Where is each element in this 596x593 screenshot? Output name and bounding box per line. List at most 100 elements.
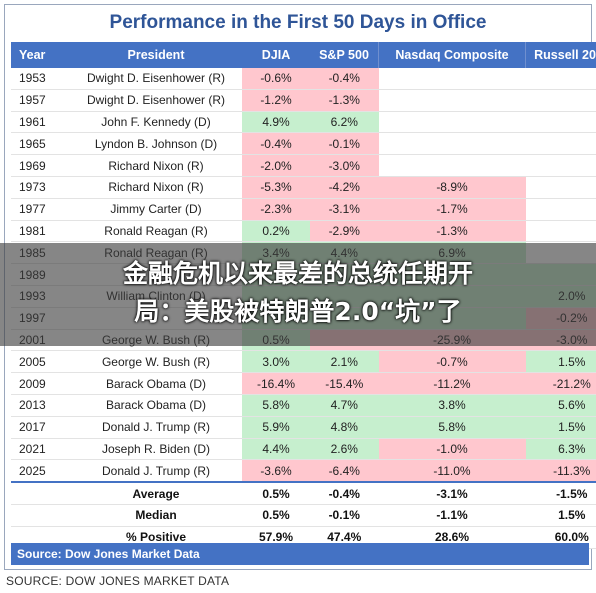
table-row: 1965 Lyndon B. Johnson (D) -0.4% -0.1% <box>11 132 596 156</box>
summary-row: % Positive 57.9% 47.4% 28.6% 60.0% <box>11 526 596 549</box>
cell-president: John F. Kennedy (D) <box>70 111 242 134</box>
cell-nasdaq: -1.7% <box>378 198 526 221</box>
cell-russell <box>525 111 596 134</box>
cell-year: 2013 <box>11 394 70 417</box>
summary-sp500: 47.4% <box>310 526 379 549</box>
cell-russell: 6.3% <box>525 438 596 461</box>
cell-year: 1953 <box>11 68 70 90</box>
cell-president: Ronald Reagan (R) <box>70 220 242 243</box>
header-nasdaq: Nasdaq Composite <box>378 42 526 68</box>
summary-spacer <box>11 526 70 549</box>
cell-djia: -0.6% <box>242 68 310 90</box>
cell-president: Jimmy Carter (D) <box>70 198 242 221</box>
cell-djia: -5.3% <box>242 176 310 199</box>
cell-president: Lyndon B. Johnson (D) <box>70 132 242 156</box>
cell-president: Barack Obama (D) <box>70 394 242 417</box>
summary-sp500: -0.1% <box>310 504 379 527</box>
source-caption: SOURCE: DOW JONES MARKET DATA <box>6 574 230 588</box>
cell-president: George W. Bush (R) <box>70 350 242 374</box>
cell-russell <box>525 68 596 90</box>
cell-nasdaq <box>378 89 526 112</box>
cell-year: 2025 <box>11 459 70 483</box>
cell-year: 1961 <box>11 111 70 134</box>
cell-russell <box>525 89 596 112</box>
cell-sp500: -15.4% <box>310 372 379 395</box>
cell-russell <box>525 176 596 199</box>
cell-president: Richard Nixon (R) <box>70 176 242 199</box>
cell-president: Barack Obama (D) <box>70 372 242 395</box>
cell-nasdaq: -11.2% <box>378 372 526 395</box>
cell-russell: -11.3% <box>525 459 596 483</box>
headline-line-1: 金融危机以来最差的总统任期开 <box>122 259 473 288</box>
cell-russell <box>525 132 596 156</box>
cell-nasdaq <box>378 111 526 134</box>
summary-spacer <box>11 481 70 505</box>
summary-sp500: -0.4% <box>310 481 379 505</box>
cell-year: 1969 <box>11 154 70 177</box>
table-row: 1953 Dwight D. Eisenhower (R) -0.6% -0.4% <box>11 68 596 90</box>
cell-president: Donald J. Trump (R) <box>70 459 242 483</box>
cell-nasdaq: -1.0% <box>378 438 526 461</box>
cell-djia: 0.2% <box>242 220 310 243</box>
cell-president: Donald J. Trump (R) <box>70 416 242 439</box>
headline: 金融危机以来最差的总统任期开 局：美股被特朗普2.0“坑”了 <box>0 255 596 331</box>
summary-spacer <box>11 504 70 527</box>
cell-year: 1981 <box>11 220 70 243</box>
cell-djia: 3.0% <box>242 350 310 374</box>
cell-sp500: -2.9% <box>310 220 379 243</box>
cell-nasdaq: -11.0% <box>378 459 526 483</box>
cell-russell: 1.5% <box>525 350 596 374</box>
table-row: 2009 Barack Obama (D) -16.4% -15.4% -11.2% -2… <box>11 372 596 395</box>
header-russell: Russell 2000 <box>525 42 596 68</box>
cell-nasdaq: -8.9% <box>378 176 526 199</box>
summary-row: Average 0.5% -0.4% -3.1% -1.5% <box>11 481 596 505</box>
cell-djia: -2.0% <box>242 154 310 177</box>
table-row: 1977 Jimmy Carter (D) -2.3% -3.1% -1.7% <box>11 198 596 221</box>
summary-nasdaq: -3.1% <box>378 481 526 505</box>
table-row: 1973 Richard Nixon (R) -5.3% -4.2% -8.9% <box>11 176 596 199</box>
table-row: 1981 Ronald Reagan (R) 0.2% -2.9% -1.3% <box>11 220 596 243</box>
cell-year: 2017 <box>11 416 70 439</box>
table-row: 2025 Donald J. Trump (R) -3.6% -6.4% -11.0% -… <box>11 459 596 483</box>
table-row: 1969 Richard Nixon (R) -2.0% -3.0% <box>11 154 596 177</box>
cell-year: 1965 <box>11 132 70 156</box>
table-header-row: Year President DJIA S&P 500 Nasdaq Compo… <box>11 42 596 68</box>
header-sp500: S&P 500 <box>310 42 379 68</box>
summary-label: Median <box>70 504 242 527</box>
cell-sp500: -6.4% <box>310 459 379 483</box>
cell-president: Dwight D. Eisenhower (R) <box>70 89 242 112</box>
cell-djia: -0.4% <box>242 132 310 156</box>
cell-year: 1973 <box>11 176 70 199</box>
summary-row: Median 0.5% -0.1% -1.1% 1.5% <box>11 504 596 527</box>
table-row: 2021 Joseph R. Biden (D) 4.4% 2.6% -1.0% 6.3% <box>11 438 596 461</box>
cell-russell <box>525 198 596 221</box>
summary-russell: 1.5% <box>525 504 596 527</box>
headline-line-2: 局：美股被特朗普2.0“坑”了 <box>134 297 462 326</box>
cell-djia: 4.9% <box>242 111 310 134</box>
cell-sp500: -0.4% <box>310 68 379 90</box>
cell-sp500: -4.2% <box>310 176 379 199</box>
cell-sp500: 4.8% <box>310 416 379 439</box>
cell-djia: -16.4% <box>242 372 310 395</box>
table-title: Performance in the First 50 Days in Offi… <box>109 12 487 33</box>
cell-president: Richard Nixon (R) <box>70 154 242 177</box>
cell-russell <box>525 154 596 177</box>
cell-nasdaq: 3.8% <box>378 394 526 417</box>
cell-djia: 5.8% <box>242 394 310 417</box>
header-year: Year <box>11 42 70 68</box>
summary-djia: 0.5% <box>242 481 310 505</box>
table-row: 2013 Barack Obama (D) 5.8% 4.7% 3.8% 5.6% <box>11 394 596 417</box>
cell-russell: -21.2% <box>525 372 596 395</box>
source-bar: Source: Dow Jones Market Data <box>11 543 589 565</box>
cell-sp500: -3.1% <box>310 198 379 221</box>
cell-year: 2009 <box>11 372 70 395</box>
cell-nasdaq: -1.3% <box>378 220 526 243</box>
cell-nasdaq <box>378 132 526 156</box>
cell-sp500: 4.7% <box>310 394 379 417</box>
cell-djia: -1.2% <box>242 89 310 112</box>
cell-nasdaq: -0.7% <box>378 350 526 374</box>
cell-sp500: 6.2% <box>310 111 379 134</box>
cell-year: 1977 <box>11 198 70 221</box>
header-djia: DJIA <box>242 42 310 68</box>
cell-djia: 5.9% <box>242 416 310 439</box>
